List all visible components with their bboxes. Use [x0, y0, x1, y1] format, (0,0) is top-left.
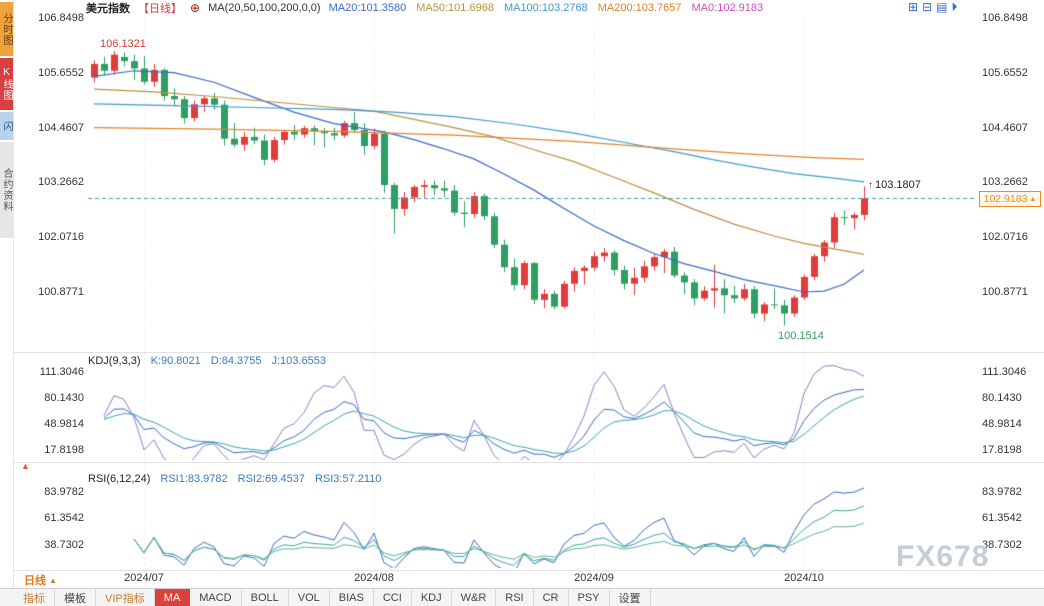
kdj-title: KDJ(9,3,3)	[88, 355, 141, 367]
kdj-axis-tick: 80.1430	[982, 392, 1022, 404]
chart-header: 美元指数 【日线】 ⊕ MA(20,50,100,200,0,0) MA20:1…	[86, 1, 763, 15]
price-axis-tick: 103.2662	[982, 176, 1028, 188]
kdj-axis-tick: 48.9814	[44, 418, 84, 430]
main-price-pane[interactable]	[16, 18, 978, 352]
rsi-axis-tick: 61.3542	[982, 512, 1022, 524]
kdj-value: D:84.3755	[210, 355, 262, 367]
grid-layout-icon[interactable]: ⊞	[908, 0, 919, 14]
price-axis-tick: 106.8498	[982, 12, 1028, 24]
price-axis-tick: 100.8771	[38, 286, 84, 298]
sidebar-tab-合约资料[interactable]: 合约资料	[0, 142, 13, 238]
split-layout-icon[interactable]: ⊟	[922, 0, 933, 14]
kdj-axis-tick: 80.1430	[44, 392, 84, 404]
x-axis: 2024/07 2024/08 2024/09 2024/10	[0, 571, 1044, 587]
toolbar-tab-BIAS[interactable]: BIAS	[330, 589, 374, 606]
rsi-axis-tick: 83.9782	[982, 486, 1022, 498]
price-axis-tick: 104.4607	[38, 122, 84, 134]
toolbar-tab-CCI[interactable]: CCI	[374, 589, 412, 606]
toolbar-tab-PSY[interactable]: PSY	[569, 589, 610, 606]
rsi-value: RSI1:83.9782	[160, 473, 228, 485]
pane-separator	[14, 352, 1044, 353]
toolbar-tab-BOLL[interactable]: BOLL	[242, 589, 289, 606]
price-axis-tick: 105.6552	[982, 67, 1028, 79]
kdj-pane[interactable]	[16, 354, 978, 460]
toolbar-tab-MA[interactable]: MA	[154, 589, 191, 606]
kdj-axis-tick: 17.8198	[982, 444, 1022, 456]
symbol-title: 美元指数	[86, 3, 130, 15]
toolbar-tab-W&R[interactable]: W&R	[452, 589, 497, 606]
rsi-title: RSI(6,12,24)	[88, 473, 151, 485]
sidebar-tab-分时图[interactable]: 分时图	[0, 2, 13, 56]
period-selector-label: 日线	[24, 575, 46, 587]
month-label: 2024/07	[124, 572, 164, 584]
latest-price-label: ↑ 103.1807	[868, 179, 921, 191]
price-axis-tick: 100.8771	[982, 286, 1028, 298]
rsi-axis-tick: 38.7302	[982, 539, 1022, 551]
toolbar-tab-RSI[interactable]: RSI	[496, 589, 534, 606]
low-price-label: 100.1514	[778, 330, 824, 342]
ma-formula-label: MA(20,50,100,200,0,0)	[208, 2, 321, 14]
month-label: 2024/10	[784, 572, 824, 584]
period-tag: 【日线】	[138, 3, 182, 15]
ma-value: MA100:103.2768	[503, 2, 588, 14]
toolbar-tab-VIP指标[interactable]: VIP指标	[96, 589, 155, 606]
left-tab-strip: 分时图 K线图闪合约资料	[0, 2, 13, 238]
kdj-axis-tick: 111.3046	[982, 366, 1027, 378]
rsi-axis-tick: 83.9782	[44, 486, 84, 498]
price-axis-tick: 103.2662	[38, 176, 84, 188]
rsi-header: RSI(6,12,24) RSI1:83.9782 RSI2:69.4537 RSI3…	[88, 473, 381, 485]
period-selector[interactable]: 日线 ▲	[24, 572, 57, 588]
price-axis-tick: 102.0716	[982, 231, 1028, 243]
ma-value: MA20:101.3580	[328, 2, 407, 14]
high-price-label: 106.1321	[100, 38, 146, 50]
chevron-up-icon: ▲	[49, 575, 57, 585]
toolbar-tab-指标[interactable]: 指标	[14, 589, 55, 606]
kdj-value: J:103.6553	[271, 355, 326, 367]
window-layout-icons: ⊞ ⊟ ▤ ⏵	[908, 0, 957, 14]
pane-resize-handle[interactable]: ▲	[21, 461, 30, 471]
watermark: FX678	[896, 540, 990, 573]
stack-layout-icon[interactable]: ▤	[936, 0, 948, 14]
price-axis-tick: 102.0716	[38, 231, 84, 243]
rsi-value: RSI2:69.4537	[237, 473, 305, 485]
up-arrow-icon: ▲	[1029, 195, 1037, 203]
pane-separator[interactable]	[14, 462, 1044, 463]
kdj-value: K:90.8021	[150, 355, 201, 367]
kdj-header: KDJ(9,3,3) K:90.8021 D:84.3755 J:103.6553	[88, 355, 326, 367]
toolbar-tab-模板[interactable]: 模板	[55, 589, 96, 606]
toolbar-tab-KDJ[interactable]: KDJ	[412, 589, 452, 606]
ma-value: MA50:101.6968	[416, 2, 494, 14]
price-axis-tick: 105.6552	[38, 67, 84, 79]
toolbar-tab-设置[interactable]: 设置	[610, 589, 651, 606]
latest-price-value: 103.1807	[875, 179, 921, 191]
kdj-axis-tick: 48.9814	[982, 418, 1022, 430]
indicator-toolbar: 指标 模板 VIP指标 MA MACD BOLL VOL BIAS CCI KDJ W&R RSI CR…	[0, 588, 1044, 606]
kdj-axis-tick: 111.3046	[39, 366, 84, 378]
crosshair-icon[interactable]: ⊕	[190, 1, 201, 15]
current-price-value: 102.9183	[983, 193, 1028, 205]
month-label: 2024/08	[354, 572, 394, 584]
kdj-axis-tick: 17.8198	[44, 444, 84, 456]
ma-value: MA200:103.7657	[597, 2, 682, 14]
toolbar-tab-CR[interactable]: CR	[534, 589, 569, 606]
rsi-axis-tick: 61.3542	[44, 512, 84, 524]
price-axis-tick: 104.4607	[982, 122, 1028, 134]
sidebar-tab-闪[interactable]: 闪	[0, 112, 13, 140]
current-price-axis-tag: 102.9183 ▲	[979, 191, 1041, 207]
up-arrow-icon: ↑	[868, 179, 873, 191]
sidebar-divider	[13, 0, 14, 588]
sidebar-tab-K线图[interactable]: K线图	[0, 58, 13, 110]
month-label: 2024/09	[574, 572, 614, 584]
ma-value: MA0:102.9183	[691, 2, 764, 14]
forward-icon[interactable]: ⏵	[951, 0, 958, 14]
pane-separator	[14, 570, 1044, 571]
toolbar-tab-VOL[interactable]: VOL	[289, 589, 330, 606]
price-axis-tick: 106.8498	[38, 12, 84, 24]
toolbar-tab-MACD[interactable]: MACD	[190, 589, 242, 606]
rsi-value: RSI3:57.2110	[314, 473, 382, 485]
ma-values: MA20:101.3580 MA50:101.6968 MA100:103.2768…	[329, 2, 764, 14]
rsi-axis-tick: 38.7302	[44, 539, 84, 551]
